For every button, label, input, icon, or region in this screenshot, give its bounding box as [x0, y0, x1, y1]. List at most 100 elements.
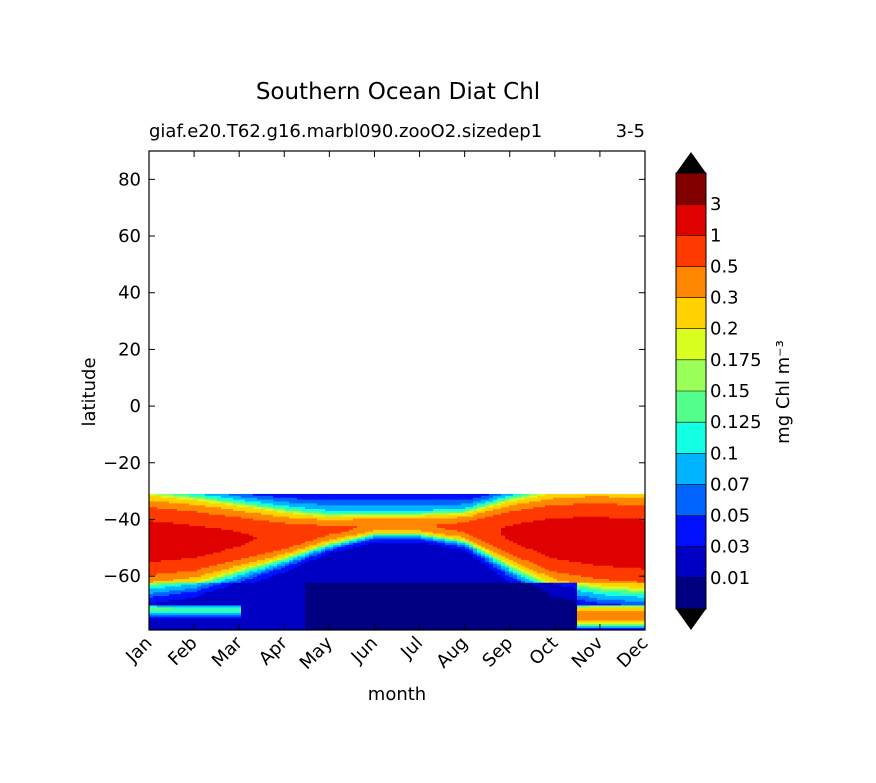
contour-cell	[317, 626, 322, 629]
contour-cell	[321, 518, 326, 522]
contour-cell	[201, 582, 206, 586]
contour-cell	[293, 605, 298, 608]
contour-cell	[173, 512, 178, 516]
contour-cell	[401, 499, 406, 503]
contour-cell	[181, 614, 186, 618]
contour-cell	[405, 590, 410, 593]
contour-cell	[185, 507, 190, 510]
contour-cell	[213, 518, 218, 522]
contour-cell	[373, 592, 378, 595]
contour-cell	[377, 550, 382, 554]
contour-cell	[177, 510, 182, 514]
contour-cell	[421, 560, 426, 563]
contour-cell	[153, 567, 158, 571]
contour-cell	[185, 518, 190, 522]
contour-cell	[313, 495, 318, 499]
contour-cell	[365, 597, 370, 601]
contour-cell	[193, 543, 198, 546]
contour-cell	[289, 556, 294, 559]
contour-cell	[297, 609, 302, 612]
contour-cell	[161, 524, 166, 527]
contour-cell	[229, 535, 234, 539]
contour-cell	[349, 550, 354, 554]
contour-cell	[285, 612, 290, 616]
contour-cell	[213, 609, 218, 612]
contour-cell	[333, 552, 338, 556]
contour-cell	[249, 595, 254, 599]
contour-cell	[341, 505, 346, 508]
contour-cell	[393, 501, 398, 504]
contour-cell	[345, 575, 350, 578]
contour-cell	[157, 565, 162, 569]
contour-cell	[245, 618, 250, 622]
contour-cell	[341, 592, 346, 595]
contour-cell	[421, 626, 426, 629]
contour-cell	[409, 590, 414, 593]
contour-cell	[325, 554, 330, 557]
contour-cell	[249, 495, 254, 499]
contour-cell	[193, 527, 198, 531]
contour-cell	[425, 537, 430, 540]
contour-cell	[193, 516, 198, 520]
contour-cell	[285, 541, 290, 544]
contour-cell	[357, 537, 362, 540]
contour-cell	[341, 603, 346, 607]
contour-cell	[317, 580, 322, 584]
contour-cell	[365, 622, 370, 625]
contour-cell	[273, 503, 278, 506]
contour-cell	[169, 618, 174, 622]
contour-cell	[417, 526, 422, 529]
contour-cell	[297, 582, 302, 586]
contour-cell	[229, 509, 234, 512]
contour-cell	[173, 628, 178, 630]
contour-cell	[249, 586, 254, 590]
contour-cell	[157, 541, 162, 544]
contour-cell	[149, 609, 154, 612]
contour-cell	[325, 543, 330, 546]
contour-cell	[253, 605, 258, 608]
contour-cell	[197, 609, 202, 612]
contour-cell	[385, 563, 390, 567]
contour-cell	[397, 533, 402, 537]
contour-cell	[229, 575, 234, 578]
contour-cell	[309, 524, 314, 527]
contour-cell	[265, 569, 270, 573]
contour-cell	[421, 624, 426, 627]
contour-cell	[149, 571, 154, 574]
contour-cell	[309, 590, 314, 593]
contour-cell	[313, 571, 318, 574]
contour-cell	[173, 526, 178, 529]
contour-cell	[217, 531, 222, 535]
contour-cell	[409, 524, 414, 527]
contour-cell	[397, 592, 402, 595]
contour-cell	[277, 509, 282, 512]
contour-cell	[345, 620, 350, 624]
contour-cell	[421, 552, 426, 556]
contour-cell	[401, 516, 406, 520]
contour-cell	[149, 563, 154, 567]
contour-cell	[289, 607, 294, 610]
contour-cell	[165, 605, 170, 608]
contour-cell	[165, 501, 170, 504]
contour-cell	[329, 503, 334, 506]
contour-cell	[361, 556, 366, 559]
contour-cell	[229, 599, 234, 603]
contour-cell	[297, 546, 302, 550]
contour-cell	[297, 601, 302, 605]
contour-cell	[217, 578, 222, 582]
contour-cell	[153, 512, 158, 516]
contour-cell	[157, 607, 162, 610]
contour-cell	[217, 512, 222, 516]
contour-cell	[285, 563, 290, 567]
contour-cell	[221, 612, 226, 616]
contour-cell	[353, 584, 358, 588]
contour-cell	[301, 622, 306, 625]
contour-cell	[177, 565, 182, 569]
contour-cell	[325, 567, 330, 571]
contour-cell	[197, 588, 202, 591]
contour-cell	[321, 543, 326, 546]
contour-cell	[297, 622, 302, 625]
contour-cell	[161, 567, 166, 571]
contour-cell	[421, 516, 426, 520]
contour-cell	[161, 561, 166, 565]
